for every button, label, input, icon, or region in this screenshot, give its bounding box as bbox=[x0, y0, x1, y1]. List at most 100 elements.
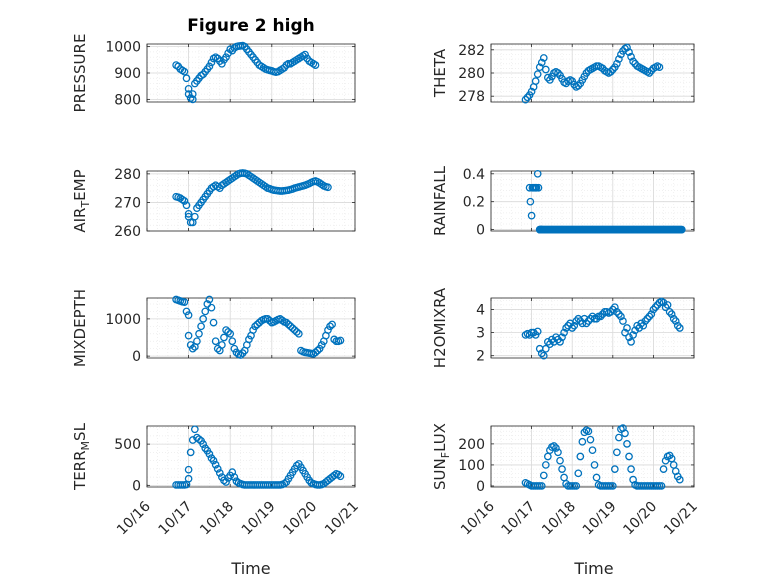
y-tick-label: 260 bbox=[114, 224, 141, 240]
data-point bbox=[201, 307, 210, 316]
y-tick-label: 0 bbox=[132, 349, 141, 365]
data-point bbox=[230, 473, 239, 481]
data-point bbox=[665, 307, 674, 316]
data-point bbox=[521, 95, 530, 104]
data-point bbox=[186, 341, 195, 349]
data-point bbox=[218, 341, 226, 349]
data-point bbox=[627, 52, 635, 61]
data-point bbox=[184, 311, 193, 319]
data-point bbox=[637, 319, 646, 328]
panel-mixdepth: 0 1000 MIXDEPTH bbox=[71, 289, 356, 367]
data-point bbox=[315, 344, 324, 353]
data-point bbox=[613, 448, 621, 457]
data-point bbox=[537, 225, 546, 234]
data-point bbox=[541, 65, 550, 74]
data-point bbox=[182, 74, 191, 83]
data-point bbox=[675, 475, 684, 484]
data-point bbox=[527, 87, 536, 96]
data-point bbox=[558, 333, 566, 342]
data-point bbox=[643, 314, 652, 323]
data-point bbox=[301, 50, 309, 59]
data-point bbox=[180, 298, 189, 306]
data-point bbox=[610, 303, 619, 312]
data-point bbox=[629, 331, 637, 339]
data-point bbox=[617, 312, 625, 321]
data-point bbox=[215, 469, 224, 477]
data-point bbox=[556, 456, 564, 465]
data-point bbox=[673, 321, 682, 330]
data-point bbox=[534, 183, 543, 192]
panel-theta: 278 280 282 THETA bbox=[431, 43, 695, 105]
data-point bbox=[190, 425, 199, 434]
data-point bbox=[195, 435, 203, 444]
panel-rainfall: 0 0.2 0.4 RAINFALL bbox=[431, 165, 695, 239]
data-point bbox=[324, 326, 332, 334]
data-point bbox=[629, 57, 637, 66]
axes-box bbox=[146, 170, 356, 232]
data-point bbox=[317, 341, 326, 349]
data-point bbox=[615, 433, 623, 442]
data-point bbox=[669, 314, 678, 323]
data-point bbox=[641, 317, 650, 325]
data-point bbox=[324, 183, 332, 192]
y-tick-label: 800 bbox=[114, 92, 141, 108]
y-tick-label: 1000 bbox=[105, 40, 141, 56]
data-point bbox=[527, 211, 536, 220]
data-point bbox=[586, 435, 595, 444]
y-tick-label: 278 bbox=[458, 89, 485, 105]
y-axis-label: RAINFALL bbox=[431, 165, 449, 236]
data-point bbox=[224, 328, 232, 336]
data-point bbox=[184, 465, 193, 474]
y-axis-label: AIRTEMP bbox=[71, 169, 92, 232]
data-point bbox=[663, 301, 672, 309]
data-point bbox=[537, 58, 546, 67]
data-point bbox=[625, 333, 633, 342]
data-point bbox=[651, 303, 660, 312]
data-point bbox=[661, 303, 670, 312]
data-point bbox=[584, 427, 593, 436]
data-point bbox=[608, 305, 617, 314]
data-point bbox=[608, 482, 617, 490]
data-point bbox=[313, 346, 322, 355]
data-point bbox=[326, 322, 334, 331]
data-point bbox=[659, 465, 668, 473]
data-point bbox=[222, 478, 230, 486]
y-tick-label: 1000 bbox=[105, 312, 141, 328]
data-point bbox=[556, 337, 564, 346]
y-tick-label: 3 bbox=[476, 326, 485, 342]
data-point bbox=[197, 322, 205, 331]
data-point bbox=[537, 482, 546, 490]
data-point bbox=[222, 53, 230, 62]
data-point bbox=[537, 349, 546, 358]
data-point bbox=[213, 465, 222, 473]
data-point bbox=[543, 73, 552, 82]
data-point bbox=[578, 437, 587, 446]
data-point bbox=[621, 429, 629, 438]
data-point bbox=[236, 351, 245, 359]
y-tick-label: 0.2 bbox=[463, 195, 485, 211]
data-point bbox=[554, 69, 562, 77]
panel-h2omixra: 2 3 4 H2OMIXRA bbox=[431, 287, 695, 368]
data-point bbox=[590, 461, 599, 469]
data-point bbox=[220, 333, 228, 342]
data-point bbox=[613, 59, 621, 68]
data-point bbox=[226, 329, 235, 338]
data-point bbox=[336, 472, 345, 481]
y-axis-label: THETA bbox=[431, 48, 449, 98]
data-point bbox=[592, 473, 601, 482]
data-point bbox=[218, 59, 226, 68]
axes-box bbox=[146, 297, 356, 359]
data-point bbox=[193, 337, 201, 346]
data-point bbox=[627, 465, 635, 473]
data-point bbox=[625, 48, 633, 56]
data-point bbox=[623, 43, 631, 52]
data-point bbox=[184, 474, 193, 483]
figure-title: Figure 2 high bbox=[187, 16, 315, 36]
data-point bbox=[647, 310, 656, 319]
data-point bbox=[182, 201, 191, 210]
data-point bbox=[280, 479, 289, 488]
data-point bbox=[249, 326, 257, 334]
data-point bbox=[180, 67, 189, 76]
y-axis-label: TERRMSL bbox=[71, 422, 92, 491]
data-point bbox=[205, 450, 214, 458]
